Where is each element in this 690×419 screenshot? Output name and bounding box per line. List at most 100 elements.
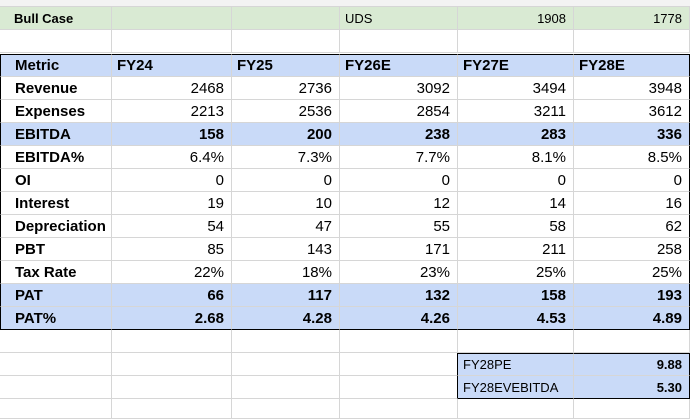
table-row[interactable]: Revenue 2468 2736 3092 3494 3948 bbox=[0, 77, 690, 100]
metric-value[interactable]: 22% bbox=[112, 261, 232, 284]
empty-cell[interactable] bbox=[112, 330, 232, 353]
empty-cell[interactable] bbox=[112, 376, 232, 399]
header-empty-cell-1[interactable] bbox=[112, 7, 232, 30]
metric-label[interactable]: Interest bbox=[0, 192, 112, 215]
table-row[interactable]: OI 0 0 0 0 0 bbox=[0, 169, 690, 192]
empty-cell[interactable] bbox=[112, 353, 232, 376]
empty-cell[interactable] bbox=[458, 330, 574, 353]
empty-cell[interactable] bbox=[0, 30, 112, 53]
metric-value[interactable]: 4.28 bbox=[232, 307, 340, 330]
metric-value[interactable]: 171 bbox=[340, 238, 458, 261]
stock-name-cell[interactable]: UDS bbox=[340, 7, 458, 30]
metric-value[interactable]: 0 bbox=[458, 169, 574, 192]
metric-value[interactable]: 336 bbox=[574, 123, 690, 146]
table-row[interactable]: Tax Rate 22% 18% 23% 25% 25% bbox=[0, 261, 690, 284]
empty-cell[interactable] bbox=[458, 30, 574, 53]
empty-cell[interactable] bbox=[232, 376, 340, 399]
metric-value[interactable]: 200 bbox=[232, 123, 340, 146]
empty-cell[interactable] bbox=[232, 399, 340, 419]
empty-cell[interactable] bbox=[574, 30, 690, 53]
metric-value[interactable]: 25% bbox=[574, 261, 690, 284]
table-row[interactable]: Depreciation 54 47 55 58 62 bbox=[0, 215, 690, 238]
metric-value[interactable]: 193 bbox=[574, 284, 690, 307]
metric-value[interactable]: 283 bbox=[458, 123, 574, 146]
bull-case-cell[interactable]: Bull Case bbox=[0, 7, 112, 30]
fy28pe-label[interactable]: FY28PE bbox=[458, 353, 574, 376]
header-value-cell-1[interactable]: 1908 bbox=[458, 7, 574, 30]
metric-value[interactable]: 3948 bbox=[574, 77, 690, 100]
table-row[interactable]: EBITDA% 6.4% 7.3% 7.7% 8.1% 8.5% bbox=[0, 146, 690, 169]
header-value-cell-2[interactable]: 1778 bbox=[574, 7, 690, 30]
empty-cell[interactable] bbox=[232, 330, 340, 353]
metric-value[interactable]: 4.89 bbox=[574, 307, 690, 330]
table-row[interactable]: PBT 85 143 171 211 258 bbox=[0, 238, 690, 261]
metric-value[interactable]: 10 bbox=[232, 192, 340, 215]
metric-value[interactable]: 0 bbox=[232, 169, 340, 192]
metric-label[interactable]: Tax Rate bbox=[0, 261, 112, 284]
empty-cell[interactable] bbox=[112, 399, 232, 419]
empty-cell[interactable] bbox=[574, 399, 690, 419]
valuation-row-evebitda[interactable]: FY28EVEBITDA 5.30 bbox=[0, 376, 690, 399]
empty-cell[interactable] bbox=[340, 376, 458, 399]
metric-value[interactable]: 132 bbox=[340, 284, 458, 307]
metric-value[interactable]: 23% bbox=[340, 261, 458, 284]
metric-value[interactable]: 2213 bbox=[112, 100, 232, 123]
metric-label[interactable]: PBT bbox=[0, 238, 112, 261]
metric-value[interactable]: 18% bbox=[232, 261, 340, 284]
metric-label[interactable]: EBITDA% bbox=[0, 146, 112, 169]
header-row[interactable]: Bull Case UDS 1908 1778 bbox=[0, 7, 690, 30]
metric-value[interactable]: 258 bbox=[574, 238, 690, 261]
empty-cell[interactable] bbox=[574, 330, 690, 353]
column-header[interactable]: FY27E bbox=[458, 54, 574, 77]
column-header[interactable]: FY28E bbox=[574, 54, 690, 77]
table-row[interactable]: Interest 19 10 12 14 16 bbox=[0, 192, 690, 215]
metric-value[interactable]: 6.4% bbox=[112, 146, 232, 169]
metric-value[interactable]: 0 bbox=[340, 169, 458, 192]
column-header[interactable]: FY25 bbox=[232, 54, 340, 77]
metric-value[interactable]: 158 bbox=[112, 123, 232, 146]
metric-label[interactable]: Expenses bbox=[0, 100, 112, 123]
valuation-row-pe[interactable]: FY28PE 9.88 bbox=[0, 353, 690, 376]
metric-value[interactable]: 7.7% bbox=[340, 146, 458, 169]
column-header[interactable]: Metric bbox=[0, 54, 112, 77]
metric-value[interactable]: 2736 bbox=[232, 77, 340, 100]
metric-value[interactable]: 55 bbox=[340, 215, 458, 238]
table-row[interactable]: Expenses 2213 2536 2854 3211 3612 bbox=[0, 100, 690, 123]
metric-value[interactable]: 0 bbox=[574, 169, 690, 192]
metric-label[interactable]: EBITDA bbox=[0, 123, 112, 146]
empty-cell[interactable] bbox=[232, 30, 340, 53]
metric-value[interactable]: 8.1% bbox=[458, 146, 574, 169]
empty-cell[interactable] bbox=[340, 353, 458, 376]
metric-value[interactable]: 117 bbox=[232, 284, 340, 307]
empty-row[interactable] bbox=[0, 330, 690, 353]
metric-value[interactable]: 0 bbox=[112, 169, 232, 192]
metric-value[interactable]: 12 bbox=[340, 192, 458, 215]
metric-value[interactable]: 211 bbox=[458, 238, 574, 261]
empty-cell[interactable] bbox=[340, 30, 458, 53]
metric-value[interactable]: 4.26 bbox=[340, 307, 458, 330]
metric-value[interactable]: 47 bbox=[232, 215, 340, 238]
metric-value[interactable]: 25% bbox=[458, 261, 574, 284]
metric-value[interactable]: 7.3% bbox=[232, 146, 340, 169]
metric-value[interactable]: 2536 bbox=[232, 100, 340, 123]
fy28evebitda-label[interactable]: FY28EVEBITDA bbox=[458, 376, 574, 399]
metric-value[interactable]: 158 bbox=[458, 284, 574, 307]
empty-cell[interactable] bbox=[0, 399, 112, 419]
metric-label[interactable]: Revenue bbox=[0, 77, 112, 100]
metric-value[interactable]: 8.5% bbox=[574, 146, 690, 169]
empty-row[interactable] bbox=[0, 30, 690, 53]
column-header[interactable]: FY26E bbox=[340, 54, 458, 77]
metric-value[interactable]: 3092 bbox=[340, 77, 458, 100]
metric-label[interactable]: OI bbox=[0, 169, 112, 192]
empty-cell[interactable] bbox=[458, 399, 574, 419]
fy28evebitda-value[interactable]: 5.30 bbox=[574, 376, 690, 399]
metric-value[interactable]: 66 bbox=[112, 284, 232, 307]
metric-value[interactable]: 62 bbox=[574, 215, 690, 238]
metric-label[interactable]: PAT% bbox=[0, 307, 112, 330]
table-row[interactable]: PAT% 2.68 4.28 4.26 4.53 4.89 bbox=[0, 307, 690, 330]
metric-label[interactable]: PAT bbox=[0, 284, 112, 307]
metric-value[interactable]: 3612 bbox=[574, 100, 690, 123]
metric-value[interactable]: 85 bbox=[112, 238, 232, 261]
metric-value[interactable]: 3494 bbox=[458, 77, 574, 100]
metric-value[interactable]: 143 bbox=[232, 238, 340, 261]
